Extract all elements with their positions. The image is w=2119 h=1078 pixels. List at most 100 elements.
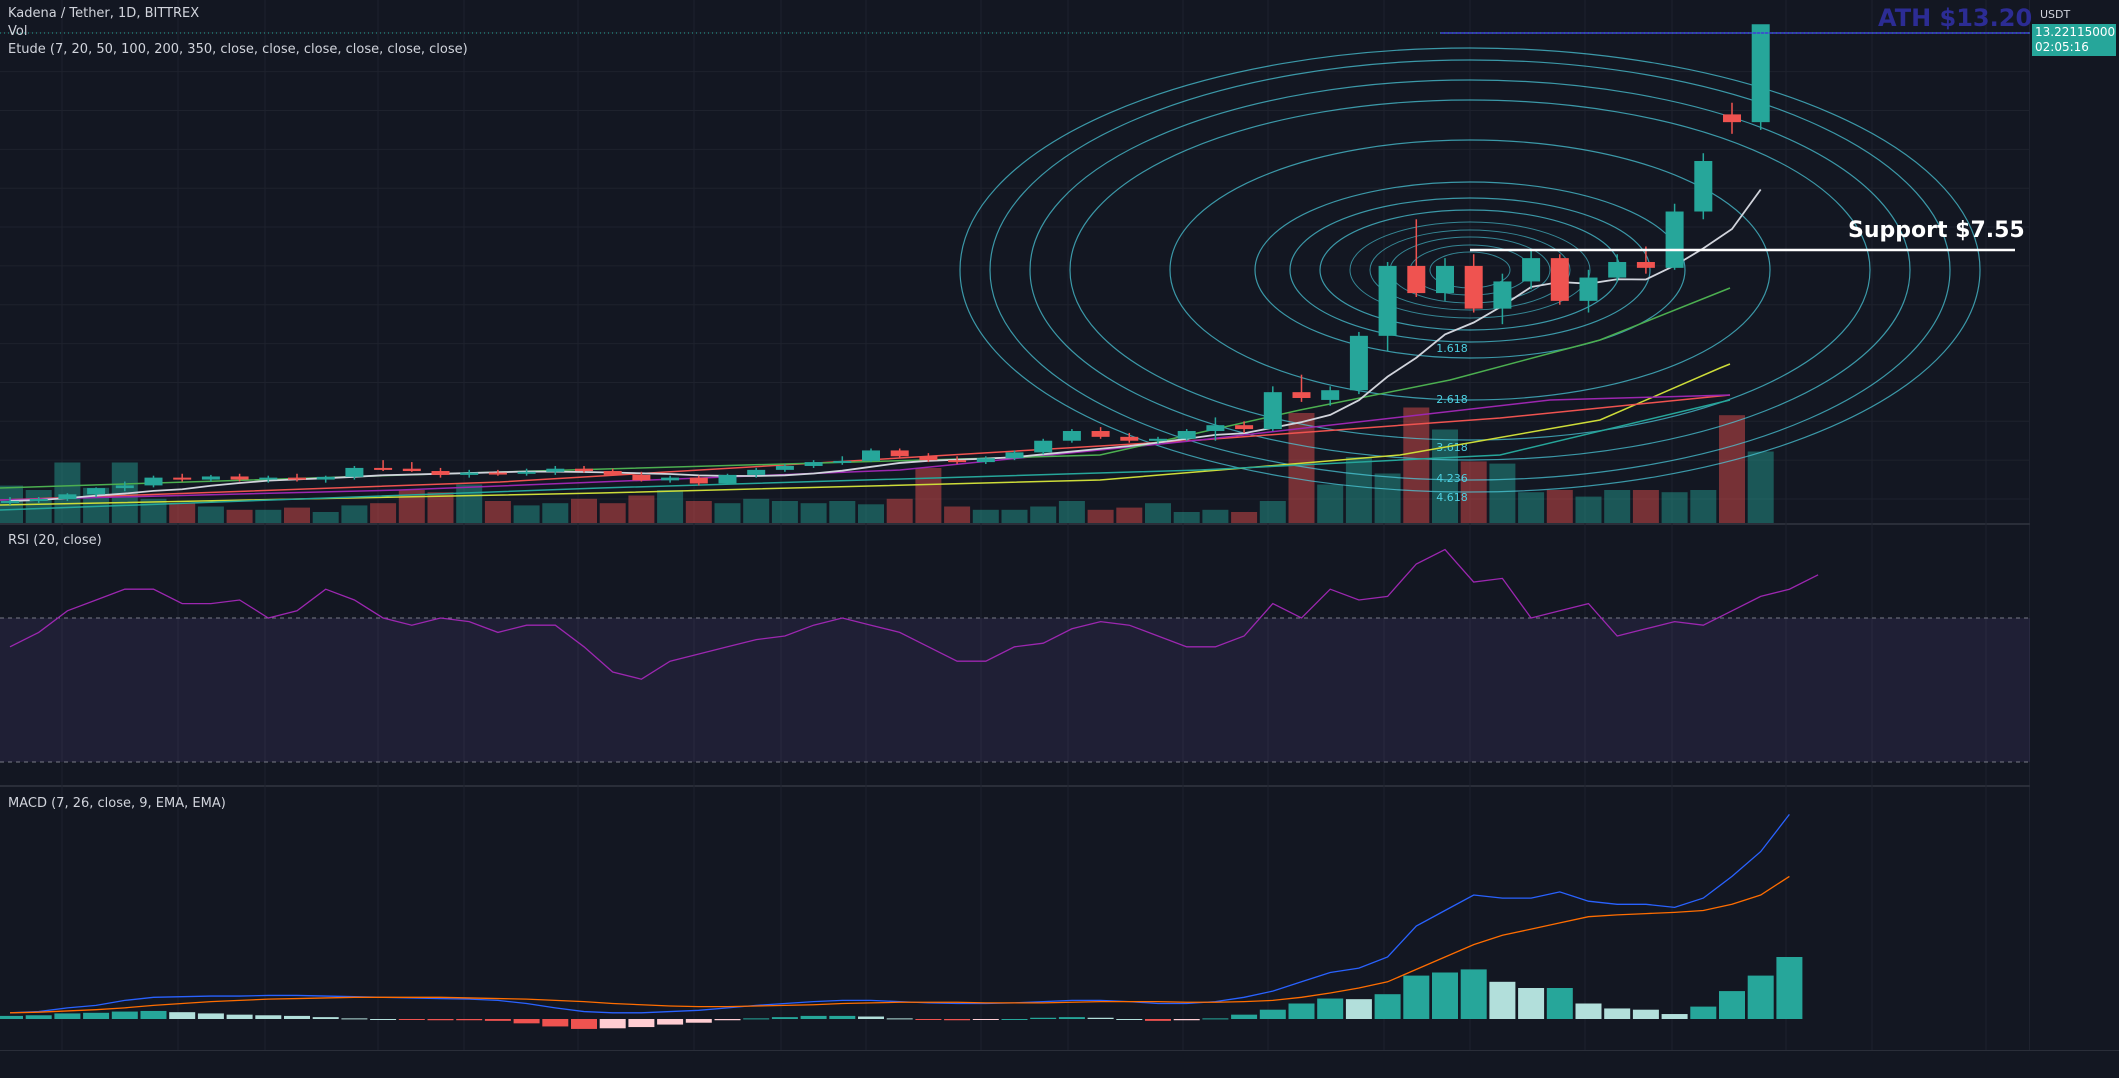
candle-body bbox=[661, 477, 680, 481]
symbol-legend[interactable]: Kadena / Tether, 1D, BITTREX bbox=[8, 6, 200, 21]
volume-bar bbox=[1604, 490, 1631, 523]
volume-bar bbox=[628, 495, 655, 523]
volume-legend[interactable]: Vol bbox=[8, 24, 28, 39]
candle-body bbox=[862, 450, 880, 461]
macd-histogram-bar bbox=[1690, 1006, 1717, 1019]
fib-circle bbox=[989, 59, 1951, 481]
macd-legend[interactable]: MACD (7, 26, close, 9, EMA, EMA) bbox=[8, 796, 226, 811]
candle-body bbox=[1005, 452, 1024, 459]
candle-body bbox=[632, 474, 651, 481]
candle-body bbox=[1263, 392, 1282, 430]
volume-bar bbox=[685, 501, 712, 523]
macd-histogram-bar bbox=[1719, 991, 1745, 1019]
current-price-value: 13.22115000 bbox=[2035, 25, 2116, 39]
candle-body bbox=[431, 471, 450, 475]
ma-line-200 bbox=[0, 399, 1731, 511]
macd-histogram-bar bbox=[197, 1013, 224, 1019]
volume-bar bbox=[599, 503, 626, 523]
candle-body bbox=[804, 462, 823, 466]
volume-bar bbox=[312, 512, 339, 523]
fib-circle bbox=[1069, 99, 1871, 441]
bar-countdown: 02:05:16 bbox=[2035, 40, 2089, 54]
volume-bar bbox=[800, 503, 827, 523]
fib-circle bbox=[1289, 197, 1651, 343]
candle-body bbox=[288, 477, 306, 480]
macd-histogram-bar bbox=[169, 1012, 196, 1019]
rsi-legend[interactable]: RSI (20, close) bbox=[8, 533, 102, 548]
volume-bar bbox=[1690, 490, 1717, 523]
indicator-legend[interactable]: Etude (7, 20, 50, 100, 200, 350, close, … bbox=[8, 42, 468, 57]
macd-histogram-bar bbox=[111, 1011, 138, 1019]
volume-bar bbox=[255, 509, 282, 523]
candle-body bbox=[1694, 161, 1713, 212]
candle-body bbox=[1321, 390, 1340, 400]
support-annotation[interactable]: Support $7.55 bbox=[1848, 218, 2025, 243]
candle-body bbox=[29, 499, 48, 501]
candle-body bbox=[747, 469, 766, 475]
volume-bar bbox=[1719, 415, 1745, 523]
candle-body bbox=[460, 472, 479, 475]
currency-label: USDT bbox=[2040, 8, 2071, 21]
volume-bar bbox=[484, 501, 511, 523]
candle-body bbox=[1120, 436, 1139, 441]
fib-circle bbox=[959, 47, 1981, 493]
fib-circle-inner bbox=[1349, 221, 1591, 319]
candle-body bbox=[345, 467, 364, 477]
macd-histogram-bar bbox=[456, 1019, 483, 1021]
candle-body bbox=[1550, 258, 1569, 301]
candle-body bbox=[919, 456, 938, 461]
time-axis-background bbox=[0, 1050, 2119, 1078]
macd-histogram-bar bbox=[1575, 1003, 1602, 1019]
macd-histogram-bar bbox=[771, 1017, 798, 1019]
macd-histogram-bar bbox=[140, 1010, 167, 1019]
candle-body bbox=[1636, 262, 1655, 268]
macd-histogram-bar bbox=[25, 1015, 52, 1019]
volume-bar bbox=[284, 507, 310, 523]
candle-body bbox=[603, 471, 622, 475]
macd-histogram-bar bbox=[743, 1018, 770, 1020]
volume-bar bbox=[1317, 484, 1344, 523]
macd-line bbox=[9, 814, 1790, 1014]
volume-bar bbox=[571, 498, 597, 523]
volume-bar bbox=[1345, 457, 1372, 523]
candle-body bbox=[1206, 425, 1225, 432]
candle-body bbox=[546, 468, 565, 472]
ath-annotation[interactable]: ATH $13.20 bbox=[1878, 4, 2033, 32]
macd-histogram-bar bbox=[1317, 998, 1344, 1019]
volume-bar bbox=[341, 505, 368, 523]
volume-bar bbox=[1058, 501, 1085, 523]
macd-histogram-bar bbox=[83, 1012, 110, 1019]
candle-body bbox=[316, 476, 335, 480]
fib-level-label: 1.618 bbox=[1436, 342, 1468, 355]
macd-histogram-bar bbox=[1747, 975, 1774, 1019]
volume-bar bbox=[456, 484, 483, 523]
volume-bar bbox=[1202, 509, 1229, 523]
volume-bar bbox=[197, 506, 224, 523]
candle-body bbox=[1235, 425, 1254, 430]
fib-circle-inner bbox=[1369, 229, 1571, 311]
candle-body bbox=[1091, 431, 1110, 437]
volume-bar bbox=[1173, 512, 1200, 523]
volume-bar bbox=[542, 503, 569, 523]
candle-body bbox=[890, 450, 909, 457]
macd-histogram-bar bbox=[1288, 1003, 1315, 1019]
macd-histogram-bar bbox=[513, 1019, 540, 1024]
macd-histogram-bar bbox=[628, 1019, 655, 1028]
fib-circle bbox=[1169, 139, 1771, 401]
macd-histogram-bar bbox=[1202, 1018, 1229, 1020]
macd-histogram-bar bbox=[1058, 1017, 1085, 1019]
macd-histogram-bar bbox=[1403, 975, 1430, 1019]
macd-histogram-bar bbox=[255, 1015, 282, 1019]
macd-histogram-bar bbox=[829, 1015, 856, 1019]
candle-body bbox=[1349, 335, 1368, 391]
candle-body bbox=[488, 472, 507, 475]
volume-bar bbox=[1374, 473, 1401, 523]
macd-histogram-bar bbox=[972, 1019, 999, 1020]
candle-body bbox=[1292, 392, 1311, 398]
macd-histogram-bar bbox=[1030, 1017, 1057, 1019]
volume-bar bbox=[886, 498, 913, 523]
candle-body bbox=[775, 465, 794, 470]
macd-histogram-bar bbox=[312, 1017, 339, 1019]
macd-histogram-bar bbox=[1489, 981, 1516, 1019]
